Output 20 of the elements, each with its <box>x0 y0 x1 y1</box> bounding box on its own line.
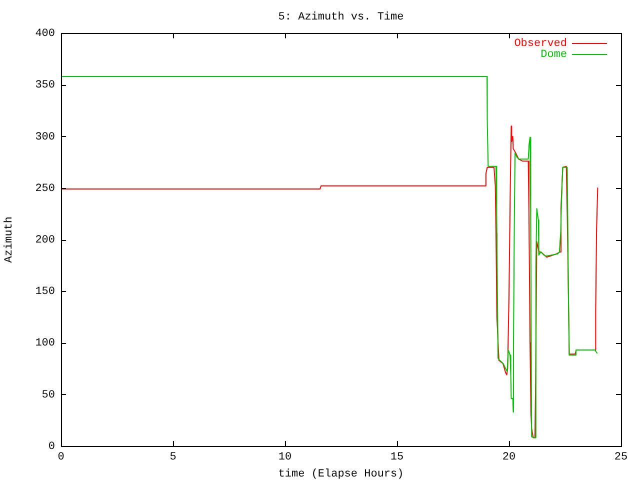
y-tick-label: 150 <box>35 286 55 298</box>
y-tick-label: 0 <box>48 440 55 453</box>
x-tick-label: 5 <box>170 452 176 464</box>
y-tick-label: 350 <box>35 80 55 92</box>
y-tick-label: 400 <box>35 28 55 40</box>
x-axis-title: time (Elapse Hours) <box>278 468 404 480</box>
x-tick-label: 25 <box>614 452 628 464</box>
x-tick-label: 10 <box>278 452 292 464</box>
y-tick-label: 200 <box>35 234 55 247</box>
y-tick-label: 300 <box>35 131 55 144</box>
y-tick-label: 100 <box>35 338 55 350</box>
y-tick-label: 250 <box>35 182 55 195</box>
legend-label: Observed <box>514 38 567 50</box>
y-axis-title: Azimuth <box>4 216 16 263</box>
x-tick-label: 0 <box>58 452 64 464</box>
x-tick-label: 15 <box>390 452 404 464</box>
x-tick-label: 20 <box>502 452 516 464</box>
legend-label: Dome <box>540 49 567 62</box>
y-tick-label: 50 <box>42 389 55 402</box>
chart-title: 5: Azimuth vs. Time <box>278 12 404 24</box>
